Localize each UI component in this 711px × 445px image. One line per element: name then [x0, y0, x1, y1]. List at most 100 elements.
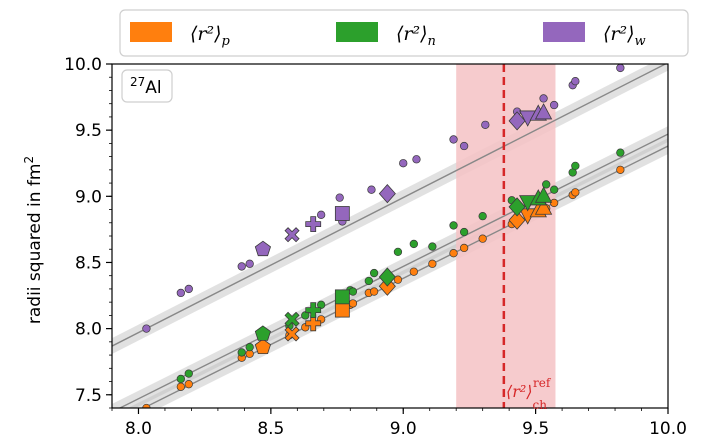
reference-region	[456, 64, 556, 408]
legend-label-neutron-sub: n	[428, 34, 436, 49]
legend-label-proton-main: ⟨r²⟩	[190, 23, 222, 45]
nucleus-mass-number: 27	[130, 75, 145, 89]
legend-label-weak-main: ⟨r²⟩	[603, 23, 635, 45]
point-weak	[539, 94, 548, 103]
x-tick-label: 8.0	[125, 419, 152, 439]
nucleus-annotation: 27Al	[121, 69, 173, 103]
y-tick-label: 8.0	[75, 320, 102, 340]
y-axis-label: radii squared in fm2	[22, 156, 45, 324]
marker-neutron-x	[284, 311, 300, 327]
marker-neutron-triangle-up	[534, 186, 553, 203]
point-weak	[550, 100, 559, 110]
point-weak	[317, 210, 326, 219]
point-neutron	[176, 374, 185, 384]
point-weak	[176, 288, 185, 298]
legend-label-proton: ⟨r²⟩p	[190, 23, 231, 49]
reference-label: ⟨r²⟩ch ref	[506, 376, 552, 412]
axis-ticks: 8.0 8.5 9.0 9.5 10.0 7.5 8.0 8.5 9.0 9.5 10.0	[64, 55, 687, 439]
point-weak	[367, 185, 376, 194]
point-proton	[348, 299, 358, 308]
point-weak	[245, 259, 254, 268]
marker-weak-square	[334, 206, 350, 221]
point-neutron	[459, 227, 469, 237]
point-neutron	[245, 342, 254, 352]
point-proton	[428, 259, 437, 268]
point-weak	[459, 141, 469, 151]
point-proton	[184, 380, 193, 389]
reference-label-sup: ref	[533, 376, 552, 390]
y-axis-label-text: radii squared in fm	[25, 164, 45, 325]
point-proton	[393, 275, 403, 284]
point-proton	[571, 188, 580, 197]
point-proton	[176, 382, 185, 391]
marker-weak-pentagon	[254, 240, 271, 257]
point-neutron	[317, 300, 326, 309]
nucleus-symbol: Al	[145, 78, 161, 98]
marker-proton-x	[284, 326, 300, 342]
marker-proton-plus	[305, 315, 322, 332]
point-proton	[449, 249, 458, 258]
marker-neutron-square	[334, 289, 350, 305]
point-weak	[616, 64, 625, 73]
point-proton	[142, 403, 151, 408]
point-weak	[184, 284, 193, 294]
legend-box	[119, 9, 689, 57]
x-tick-label: 9.0	[390, 419, 417, 439]
x-tick-label: 10.0	[649, 419, 687, 439]
point-neutron	[428, 242, 437, 251]
point-weak	[335, 193, 344, 202]
reference-band	[456, 64, 556, 408]
point-neutron	[348, 287, 358, 296]
data-points	[142, 64, 625, 408]
marker-neutron-pentagon	[254, 325, 271, 341]
fit-bands	[112, 64, 668, 408]
legend-swatch-weak	[543, 22, 585, 42]
x-tick-label: 8.5	[257, 419, 284, 439]
point-neutron	[571, 161, 580, 171]
point-weak	[412, 155, 421, 164]
marker-proton-triangle-up	[534, 198, 553, 215]
point-proton	[478, 234, 487, 243]
marker-weak-diamond	[378, 184, 396, 204]
nucleus-annotation-box	[121, 69, 173, 103]
point-neutron	[542, 180, 551, 189]
marker-neutron-diamond	[508, 197, 526, 217]
marker-neutron-plus	[305, 302, 322, 318]
fit-line-weak	[112, 64, 667, 347]
point-weak	[571, 77, 580, 86]
y-tick-label: 9.0	[75, 187, 102, 207]
plot-frame	[111, 63, 669, 409]
marker-proton-pentagon	[254, 338, 271, 355]
fit-lines	[112, 64, 668, 408]
legend-swatch-neutron	[336, 22, 378, 42]
svg-text:27Al: 27Al	[130, 75, 162, 98]
marker-weak-plus	[305, 216, 322, 232]
point-weak	[142, 324, 151, 333]
marker-weak-x	[284, 227, 300, 243]
point-proton	[616, 165, 625, 174]
legend-label-weak: ⟨r²⟩w	[603, 23, 646, 49]
legend: ⟨r²⟩p ⟨r²⟩n ⟨r²⟩w	[119, 9, 689, 57]
point-proton	[550, 198, 559, 208]
point-neutron	[364, 276, 373, 286]
legend-label-neutron-main: ⟨r²⟩	[396, 23, 428, 45]
marker-proton-square	[334, 302, 350, 318]
marker-proton-diamond	[508, 210, 526, 230]
point-proton	[459, 243, 469, 253]
reference-label-main: ⟨r²⟩	[506, 382, 533, 401]
point-weak	[481, 120, 490, 130]
point-neutron	[369, 268, 379, 278]
x-tick-label: 9.5	[522, 419, 549, 439]
point-proton	[409, 267, 418, 276]
point-neutron	[449, 221, 458, 230]
point-neutron	[478, 212, 487, 221]
y-tick-label: 9.5	[75, 121, 102, 141]
marker-neutron-diamond	[378, 267, 396, 287]
point-neutron	[184, 369, 193, 378]
point-neutron	[409, 239, 418, 249]
point-neutron	[301, 311, 310, 320]
legend-label-proton-sub: p	[222, 34, 231, 49]
point-weak	[449, 135, 458, 144]
legend-label-weak-sub: w	[635, 34, 646, 49]
